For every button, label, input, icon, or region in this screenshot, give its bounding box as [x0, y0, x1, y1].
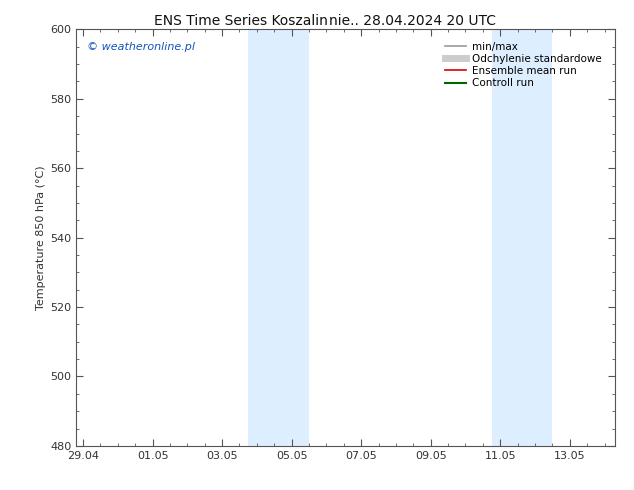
Bar — [283, 29, 309, 446]
Y-axis label: Temperature 850 hPa (°C): Temperature 850 hPa (°C) — [36, 165, 46, 310]
Text: © weatheronline.pl: © weatheronline.pl — [87, 42, 195, 52]
Legend: min/max, Odchylenie standardowe, Ensemble mean run, Controll run: min/max, Odchylenie standardowe, Ensembl… — [443, 39, 604, 91]
Bar — [248, 29, 283, 446]
Text: ENS Time Series Koszalin: ENS Time Series Koszalin — [154, 14, 328, 28]
Bar — [491, 29, 517, 446]
Text: nie.. 28.04.2024 20 UTC: nie.. 28.04.2024 20 UTC — [328, 14, 496, 28]
Bar — [517, 29, 552, 446]
